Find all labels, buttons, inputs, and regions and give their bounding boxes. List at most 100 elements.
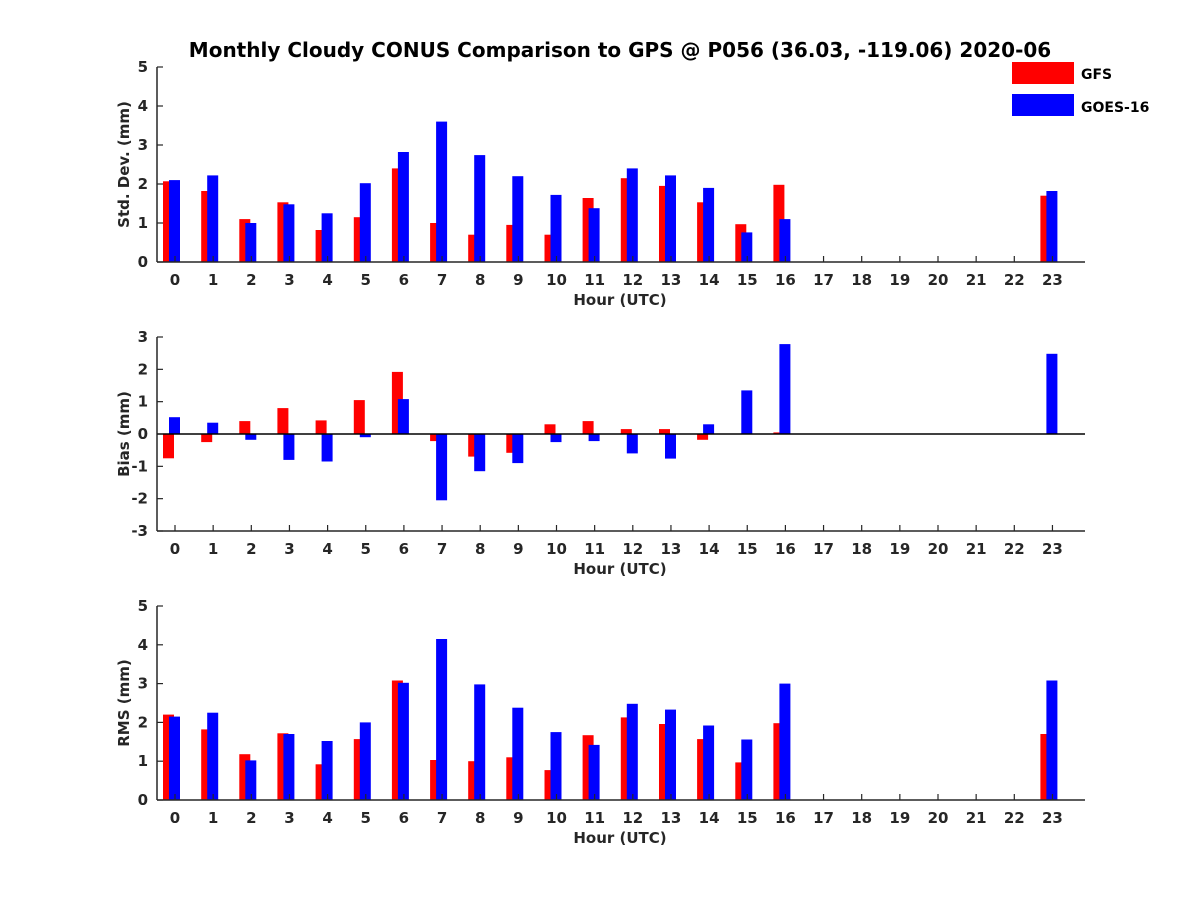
x-tick-label: 0 bbox=[170, 271, 180, 289]
bar-gfs-hour-0 bbox=[163, 434, 174, 459]
x-tick-label: 15 bbox=[737, 540, 758, 558]
x-tick-label: 16 bbox=[775, 809, 796, 827]
x-tick-label: 15 bbox=[737, 809, 758, 827]
bar-goes16-hour-10 bbox=[550, 732, 562, 800]
bar-gfs-hour-0 bbox=[163, 181, 174, 262]
bar-goes16-hour-23 bbox=[1046, 353, 1058, 434]
bar-goes16-hour-3 bbox=[283, 734, 295, 800]
x-tick-label: 20 bbox=[928, 540, 949, 558]
x-tick-label: 9 bbox=[513, 809, 523, 827]
x-tick-label: 0 bbox=[170, 540, 180, 558]
x-tick-label: 6 bbox=[399, 809, 409, 827]
bar-gfs-hour-2 bbox=[239, 754, 251, 800]
x-tick-label: 16 bbox=[775, 271, 796, 289]
y-tick-label: 2 bbox=[138, 713, 148, 731]
x-tick-label: 12 bbox=[622, 271, 643, 289]
legend-label-gfs: GFS bbox=[1081, 67, 1112, 83]
x-tick-label: 8 bbox=[475, 540, 485, 558]
bar-gfs-hour-9 bbox=[506, 224, 518, 262]
bar-goes16-hour-10 bbox=[550, 434, 562, 443]
x-tick-label: 12 bbox=[622, 540, 643, 558]
y-tick-label: 2 bbox=[138, 360, 148, 378]
bar-gfs-hour-3 bbox=[277, 408, 289, 434]
x-tick-label: 14 bbox=[699, 809, 720, 827]
x-tick-label: 3 bbox=[284, 271, 294, 289]
bar-goes16-hour-4 bbox=[321, 213, 333, 263]
x-tick-label: 4 bbox=[322, 809, 332, 827]
x-tick-label: 5 bbox=[361, 540, 371, 558]
y-tick-label: 1 bbox=[138, 393, 148, 411]
bar-goes16-hour-8 bbox=[474, 434, 486, 472]
bar-gfs-hour-8 bbox=[468, 434, 480, 457]
bar-goes16-hour-3 bbox=[283, 204, 295, 262]
bar-gfs-hour-14 bbox=[697, 434, 709, 440]
y-tick-label: 4 bbox=[138, 636, 148, 654]
legend-swatch-gfs bbox=[1012, 62, 1074, 84]
x-tick-label: 10 bbox=[546, 540, 567, 558]
x-tick-label: 2 bbox=[246, 271, 256, 289]
bar-goes16-hour-16 bbox=[779, 219, 791, 262]
bar-gfs-hour-13 bbox=[659, 185, 670, 262]
y-tick-label: 1 bbox=[138, 214, 148, 232]
bar-goes16-hour-0 bbox=[169, 716, 180, 800]
bar-goes16-hour-14 bbox=[703, 187, 715, 262]
x-tick-label: 22 bbox=[1004, 271, 1025, 289]
bar-goes16-hour-4 bbox=[321, 741, 333, 800]
bar-goes16-hour-6 bbox=[397, 682, 409, 800]
y-tick-label: 1 bbox=[138, 752, 148, 770]
bar-goes16-hour-13 bbox=[665, 434, 676, 459]
bar-goes16-hour-15 bbox=[741, 232, 753, 262]
bar-goes16-hour-11 bbox=[588, 208, 600, 262]
x-tick-label: 4 bbox=[322, 271, 332, 289]
bar-goes16-hour-5 bbox=[359, 183, 371, 262]
x-tick-label: 23 bbox=[1042, 540, 1063, 558]
bar-gfs-hour-13 bbox=[659, 429, 670, 434]
x-tick-label: 19 bbox=[889, 271, 910, 289]
x-tick-label: 22 bbox=[1004, 809, 1025, 827]
x-tick-label: 23 bbox=[1042, 809, 1063, 827]
bar-goes16-hour-7 bbox=[436, 121, 448, 262]
x-tick-label: 4 bbox=[322, 540, 332, 558]
y-tick-label: 2 bbox=[138, 175, 148, 193]
x-tick-label: 21 bbox=[966, 540, 987, 558]
bar-gfs-hour-3 bbox=[277, 202, 289, 262]
bar-goes16-hour-2 bbox=[245, 760, 257, 800]
y-tick-label: 5 bbox=[138, 597, 148, 615]
bar-goes16-hour-11 bbox=[588, 744, 600, 800]
bar-gfs-hour-4 bbox=[315, 764, 327, 800]
x-tick-label: 13 bbox=[661, 809, 682, 827]
bar-goes16-hour-9 bbox=[512, 434, 524, 464]
bar-gfs-hour-7 bbox=[430, 760, 442, 800]
x-tick-label: 9 bbox=[513, 540, 523, 558]
bar-goes16-hour-9 bbox=[512, 176, 524, 262]
bar-gfs-hour-8 bbox=[468, 761, 480, 800]
y-tick-label: 3 bbox=[138, 675, 148, 693]
bar-gfs-hour-15 bbox=[735, 224, 747, 262]
bar-goes16-hour-12 bbox=[626, 703, 638, 800]
bar-goes16-hour-16 bbox=[779, 344, 791, 434]
x-tick-label: 12 bbox=[622, 809, 643, 827]
bar-goes16-hour-1 bbox=[207, 175, 219, 262]
bar-goes16-hour-8 bbox=[474, 155, 486, 262]
y-tick-label: 4 bbox=[138, 97, 148, 115]
x-tick-label: 13 bbox=[661, 271, 682, 289]
x-tick-label: 2 bbox=[246, 540, 256, 558]
x-tick-label: 14 bbox=[699, 271, 720, 289]
x-tick-label: 6 bbox=[399, 271, 409, 289]
bar-gfs-hour-14 bbox=[697, 739, 709, 800]
bar-gfs-hour-11 bbox=[582, 421, 594, 434]
bar-gfs-hour-1 bbox=[201, 729, 213, 800]
x-tick-label: 2 bbox=[246, 809, 256, 827]
bar-gfs-hour-1 bbox=[201, 191, 213, 262]
bar-goes16-hour-12 bbox=[626, 434, 638, 454]
x-tick-label: 5 bbox=[361, 809, 371, 827]
bar-goes16-hour-16 bbox=[779, 683, 791, 800]
bar-goes16-hour-0 bbox=[169, 180, 180, 262]
bar-goes16-hour-15 bbox=[741, 739, 753, 800]
y-tick-label: 0 bbox=[138, 253, 148, 271]
y-tick-label: -1 bbox=[131, 457, 148, 475]
x-tick-label: 11 bbox=[584, 271, 605, 289]
bar-gfs-hour-23 bbox=[1040, 195, 1052, 262]
